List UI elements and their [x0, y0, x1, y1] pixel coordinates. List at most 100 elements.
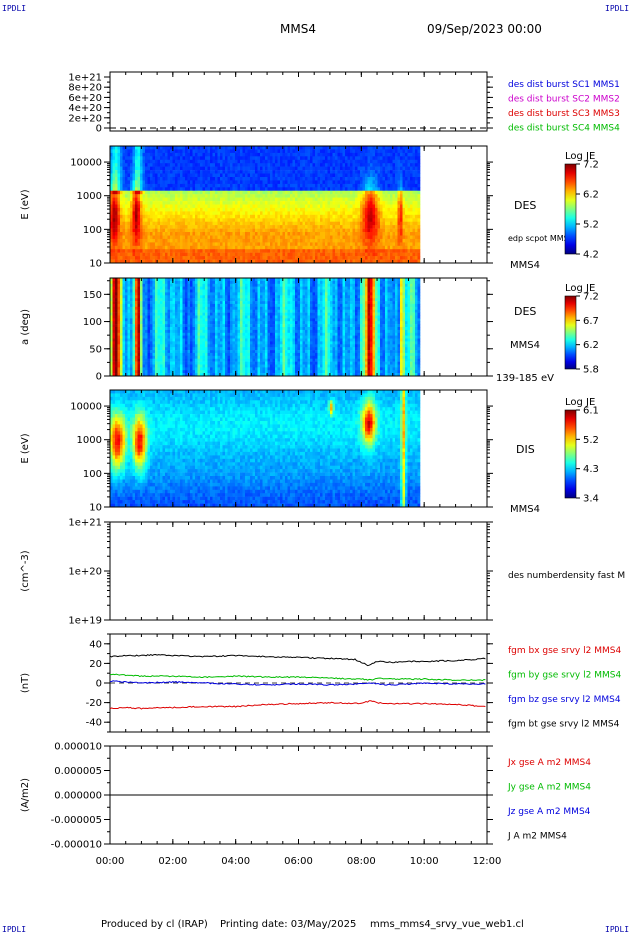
spectrogram-cell: [390, 221, 393, 226]
spectrogram-cell: [400, 177, 403, 181]
spectrogram-cell: [190, 204, 193, 209]
spectrogram-cell: [370, 204, 373, 209]
spectrogram-cell: [117, 303, 121, 308]
spectrogram-cell: [285, 214, 288, 219]
spectrogram-cell: [250, 149, 253, 154]
spectrogram-cell: [400, 152, 403, 157]
spectrogram-cell: [195, 218, 198, 223]
spectrogram-cell: [207, 256, 211, 260]
spectrogram-cell: [202, 211, 206, 216]
spectrogram-cell: [185, 183, 188, 188]
spectrogram-cell: [345, 245, 348, 250]
spectrogram-cell: [142, 361, 146, 365]
spectrogram-cell: [110, 327, 113, 331]
spectrogram-cell: [337, 149, 341, 154]
spectrogram-cell: [197, 228, 201, 233]
spectrogram-cell: [395, 232, 398, 236]
spectrogram-cell: [192, 183, 196, 188]
spectrogram-cell: [125, 341, 128, 345]
spectrogram-cell: [342, 204, 346, 209]
spectrogram-cell: [205, 214, 208, 219]
spectrogram-cell: [160, 232, 163, 236]
spectrogram-cell: [197, 149, 201, 154]
spectrogram-cell: [255, 149, 258, 154]
spectrogram-cell: [110, 204, 113, 209]
spectrogram-cell: [262, 152, 266, 157]
spectrogram-cell: [370, 235, 373, 240]
spectrogram-cell: [202, 163, 206, 167]
spectrogram-cell: [247, 211, 251, 216]
spectrogram-cell: [387, 201, 391, 205]
spectrogram-cell: [157, 242, 161, 247]
spectrogram-cell: [142, 295, 146, 299]
spectrogram-cell: [255, 190, 258, 195]
spectrogram-cell: [242, 204, 246, 209]
spectrogram-cell: [125, 238, 128, 243]
spectrogram-cell: [222, 218, 226, 223]
spectrogram-cell: [392, 180, 396, 185]
spectrogram-cell: [347, 149, 351, 154]
spectrogram-cell: [307, 201, 311, 205]
spectrogram-cell: [355, 214, 358, 219]
spectrogram-cell: [142, 367, 146, 371]
spectrogram-cell: [397, 245, 401, 250]
spectrogram-cell: [222, 225, 226, 229]
spectrogram-cell: [120, 347, 123, 351]
spectrogram-cell: [172, 256, 176, 260]
spectrogram-cell: [242, 218, 246, 223]
spectrogram-cell: [245, 207, 248, 212]
spectrogram-cell: [392, 238, 396, 243]
spectrogram-cell: [292, 242, 296, 247]
spectrogram-cell: [225, 170, 228, 174]
spectrogram-cell: [190, 180, 193, 185]
spectrogram-cell: [415, 256, 418, 260]
spectrogram-cell: [267, 173, 271, 178]
spectrogram-cell: [217, 190, 221, 195]
spectrogram-cell: [327, 166, 331, 171]
spectrogram-cell: [292, 238, 296, 243]
spectrogram-cell: [140, 321, 143, 325]
spectrogram-cell: [290, 252, 293, 257]
spectrogram-cell: [122, 292, 126, 296]
spectrogram-cell: [307, 214, 311, 219]
spectrogram-cell: [385, 221, 388, 226]
spectrogram-cell: [230, 245, 233, 250]
spectrogram-cell: [307, 245, 311, 250]
spectrogram-cell: [247, 218, 251, 223]
spectrogram-cell: [237, 245, 241, 250]
spectrogram-cell: [125, 159, 128, 164]
spectrogram-cell: [215, 242, 218, 247]
spectrogram-cell: [235, 183, 238, 188]
spectrogram-cell: [232, 204, 236, 209]
spectrogram-cell: [300, 218, 303, 223]
spectrogram-cell: [217, 166, 221, 171]
spectrogram-cell: [132, 221, 136, 226]
spectrogram-cell: [252, 228, 256, 233]
spectrogram-cell: [322, 207, 326, 212]
spectrogram-cell: [142, 183, 146, 188]
spectrogram-cell: [212, 207, 216, 212]
spectrogram-cell: [405, 159, 408, 164]
spectrogram-cell: [227, 259, 231, 264]
spectrogram-cell: [367, 245, 371, 250]
spectrogram-cell: [232, 194, 236, 198]
spectrogram-cell: [175, 225, 178, 229]
spectrogram-cell: [402, 242, 406, 247]
spectrogram-cell: [115, 367, 118, 371]
spectrogram-cell: [297, 183, 301, 188]
spectrogram-cell: [255, 197, 258, 202]
spectrogram-cell: [152, 218, 156, 223]
spectrogram-cell: [205, 221, 208, 226]
spectrogram-cell: [245, 211, 248, 216]
spectrogram-cell: [127, 332, 131, 336]
spectrogram-cell: [327, 170, 331, 174]
spectrogram-cell: [272, 228, 276, 233]
spectrogram-cell: [307, 156, 311, 161]
spectrogram-cell: [235, 259, 238, 264]
spectrogram-cell: [352, 201, 356, 205]
spectrogram-cell: [350, 228, 353, 233]
spectrogram-cell: [345, 159, 348, 164]
spectrogram-cell: [195, 207, 198, 212]
spectrogram-cell: [157, 221, 161, 226]
spectrogram-cell: [247, 180, 251, 185]
